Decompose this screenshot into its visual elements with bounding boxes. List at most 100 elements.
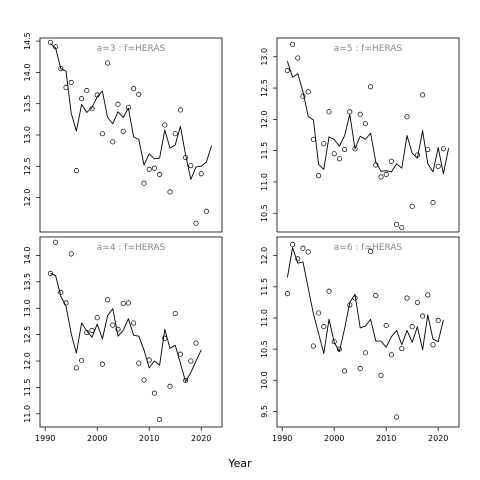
y-tick-label: 9.5	[260, 405, 269, 418]
data-point	[425, 146, 431, 152]
panel-title: a=5 : f=HERAS	[334, 44, 403, 54]
data-point	[79, 357, 85, 364]
x-tick-label: 2020	[428, 434, 448, 443]
y-tick-label: 13.5	[23, 95, 32, 113]
data-point	[399, 225, 405, 231]
data-point	[414, 299, 420, 305]
data-point	[84, 88, 90, 94]
panel-a-3-f-heras: a=3 : f=HERAS 12.0 12.5 13.0 13.5 14.0 14.5	[23, 32, 223, 233]
data-point	[383, 171, 389, 177]
panel-a-4-f-heras: a=4 : f=HERAS 11.0 11.5 12.0 12.5 13.0 13.5 14.…	[23, 236, 223, 443]
data-point	[368, 248, 374, 254]
data-point	[183, 378, 189, 384]
data-point	[342, 368, 348, 374]
data-point	[172, 310, 178, 317]
panel-a-6-f-heras: a=6 : f=HERAS 9.5 10.0 10.5 11.0 11.5 12.0 1990…	[260, 236, 460, 443]
y-tick-label: 10.5	[260, 340, 269, 358]
data-point	[198, 171, 204, 177]
data-point	[409, 203, 415, 209]
data-point	[79, 96, 85, 102]
data-point	[105, 60, 111, 66]
data-point	[68, 79, 74, 85]
y-tick-label: 13.5	[23, 273, 32, 291]
data-point	[321, 141, 327, 147]
y-tick-label: 10.0	[260, 371, 269, 389]
data-point	[440, 146, 446, 152]
data-point	[342, 146, 348, 152]
data-point	[58, 66, 64, 72]
data-point	[73, 365, 79, 371]
data-point	[136, 91, 142, 97]
data-point	[295, 256, 301, 262]
y-tick-label: 13.0	[23, 126, 32, 144]
data-point	[94, 315, 100, 321]
data-point	[362, 350, 368, 356]
y-tick-label: 11.0	[23, 405, 32, 423]
data-point	[284, 67, 290, 74]
data-point	[110, 139, 116, 145]
data-point	[388, 158, 394, 164]
y-tick-label: 12.5	[23, 157, 32, 175]
data-point	[167, 383, 173, 389]
data-point	[430, 342, 436, 348]
data-point	[110, 322, 116, 328]
data-point	[141, 180, 147, 186]
data-point	[115, 326, 121, 332]
data-point	[435, 317, 441, 324]
data-point	[305, 89, 311, 95]
y-tick-label: 12.0	[23, 352, 32, 370]
data-point	[99, 361, 105, 367]
data-point	[131, 86, 137, 92]
data-point	[193, 220, 199, 226]
x-tick-label: 2000	[324, 434, 344, 443]
data-point	[177, 351, 183, 357]
x-tick-label: 2000	[87, 434, 107, 443]
data-point	[300, 245, 306, 251]
y-tick-label: 11.0	[260, 173, 269, 191]
data-point	[73, 168, 79, 174]
data-point	[357, 365, 363, 371]
panels-group: a=3 : f=HERAS 12.0 12.5 13.0 13.5 14.0 14.5 a=5…	[23, 32, 460, 443]
y-tick-label: 14.0	[23, 247, 32, 265]
y-tick-label: 13.0	[23, 299, 32, 317]
y-tick-label: 10.5	[260, 204, 269, 222]
data-point	[125, 300, 131, 306]
panel-frame	[39, 37, 223, 233]
data-point	[120, 128, 126, 134]
data-point	[425, 292, 431, 298]
data-point	[290, 41, 296, 47]
data-point	[68, 251, 74, 257]
data-point	[290, 241, 296, 248]
data-point	[99, 131, 105, 137]
panel-a-5-f-heras: a=5 : f=HERAS 10.5 11.0 11.5 12.0 12.5 13.0	[260, 37, 460, 233]
data-point	[47, 270, 53, 276]
data-point	[373, 293, 379, 299]
data-point	[172, 131, 178, 137]
x-tick-label: 2010	[376, 434, 396, 443]
panel-title: a=4 : f=HERAS	[97, 243, 166, 253]
y-tick-label: 12.5	[23, 326, 32, 344]
data-point	[316, 310, 322, 316]
panel-frame	[276, 236, 460, 428]
data-point	[284, 291, 290, 297]
data-point	[131, 320, 137, 326]
data-point	[331, 151, 337, 157]
y-tick-label: 12.0	[23, 189, 32, 207]
fitted-line	[50, 273, 202, 383]
data-point	[162, 122, 168, 128]
data-point	[420, 313, 426, 319]
data-point	[136, 360, 142, 366]
data-point	[120, 300, 126, 307]
data-point	[305, 249, 311, 255]
data-point	[193, 340, 199, 346]
fitted-line	[286, 61, 450, 175]
y-tick-label: 11.5	[23, 379, 32, 397]
data-point	[188, 163, 194, 169]
data-point	[404, 295, 410, 301]
data-point	[331, 339, 337, 345]
x-tick-label: 2010	[139, 434, 159, 443]
fitted-line	[286, 247, 444, 354]
data-point	[151, 390, 157, 396]
panel-frame	[39, 236, 223, 428]
